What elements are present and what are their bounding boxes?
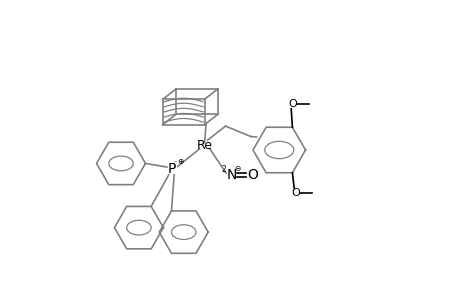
- Text: O: O: [288, 99, 297, 109]
- Text: 2: 2: [221, 165, 226, 174]
- Text: Re: Re: [196, 139, 212, 152]
- Text: O: O: [291, 188, 299, 198]
- Text: ⊕: ⊕: [177, 158, 183, 166]
- Text: N: N: [226, 168, 236, 182]
- Text: r: r: [173, 160, 176, 165]
- Text: P: P: [167, 162, 176, 176]
- Text: O: O: [246, 168, 257, 182]
- Text: ⊖: ⊖: [234, 164, 240, 173]
